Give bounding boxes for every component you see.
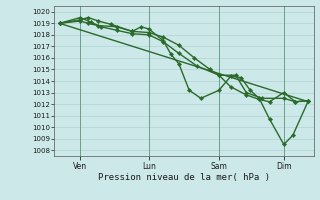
X-axis label: Pression niveau de la mer( hPa ): Pression niveau de la mer( hPa ) xyxy=(98,173,270,182)
